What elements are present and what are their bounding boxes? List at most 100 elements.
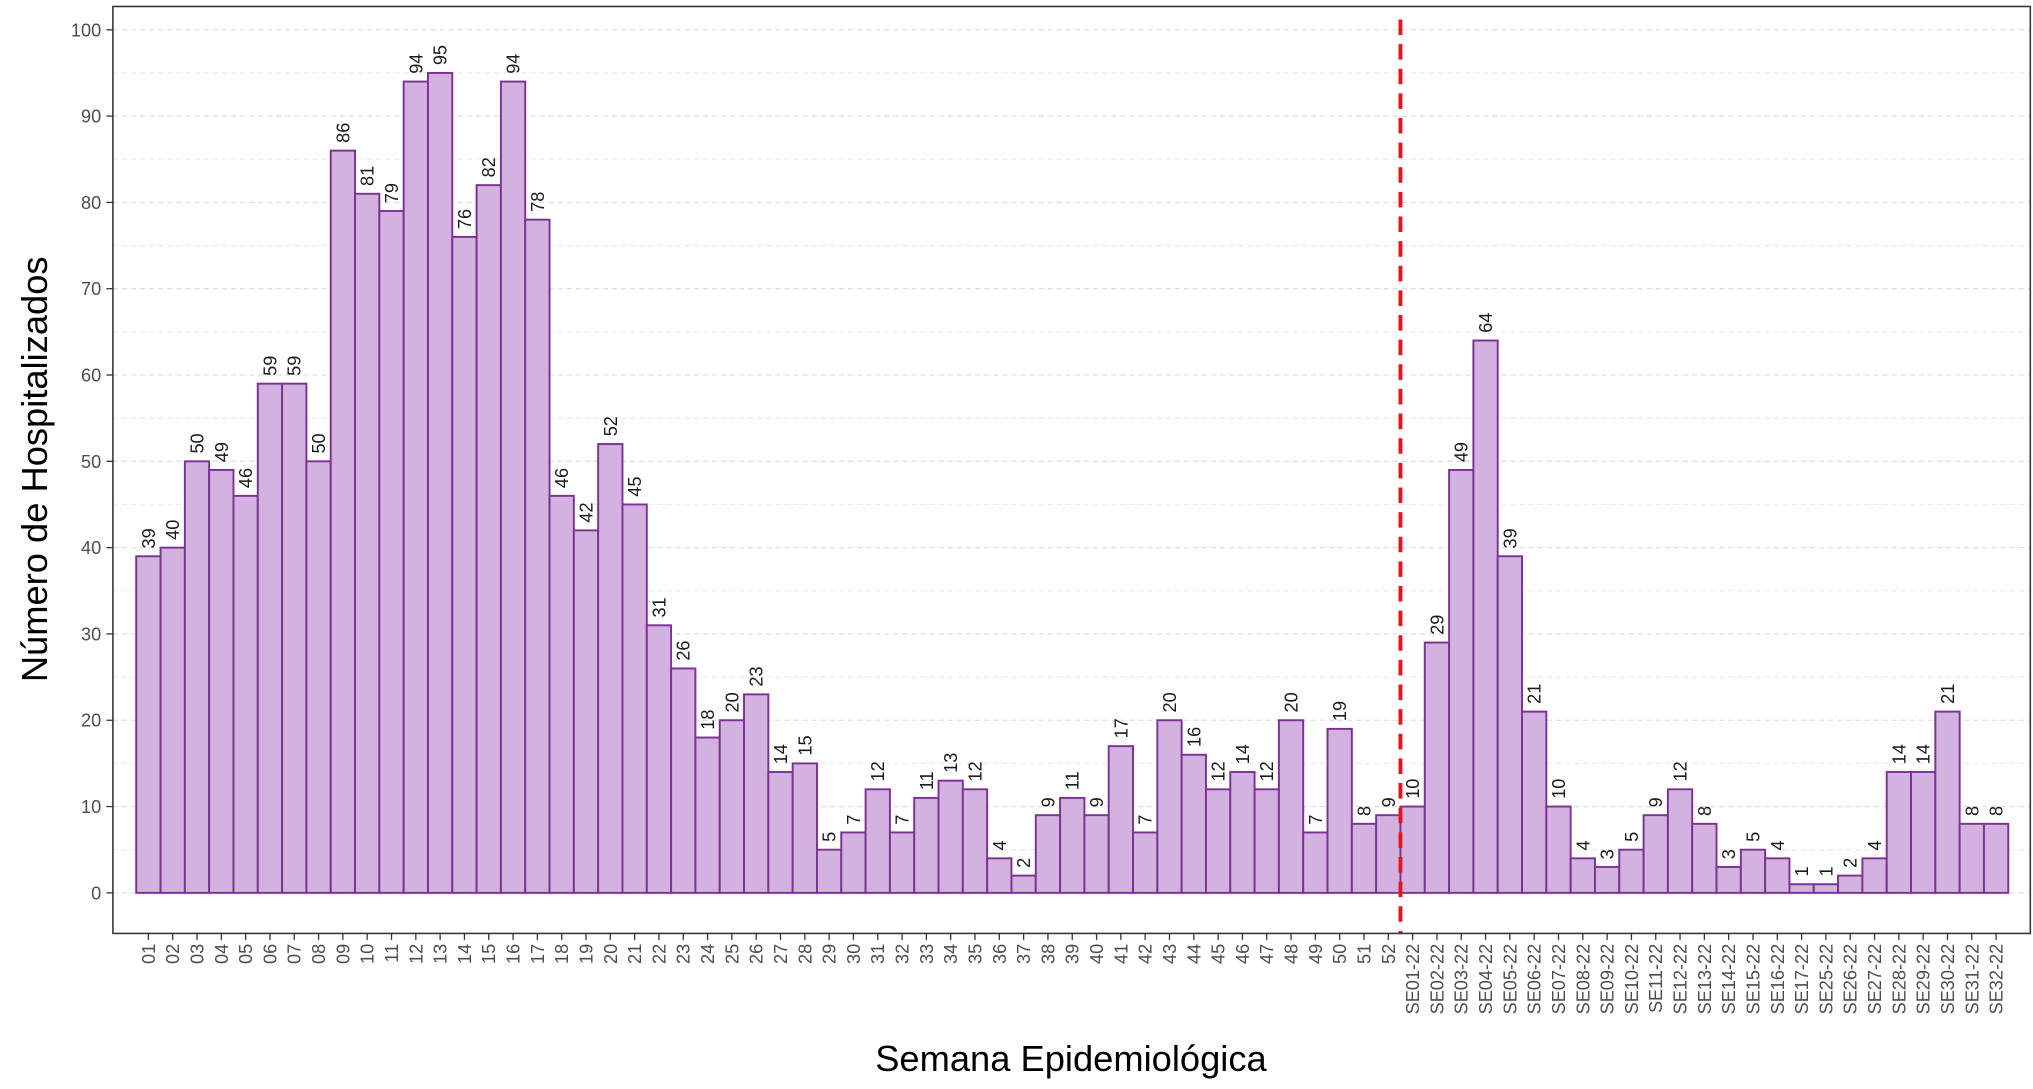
x-tick-label: 49 — [1306, 944, 1326, 964]
bar — [1277, 719, 1305, 894]
y-tick-label: 90 — [81, 107, 101, 127]
value-label: 14 — [1914, 744, 1934, 764]
value-label: 7 — [844, 815, 864, 825]
bar — [1423, 641, 1451, 894]
x-tick-label: SE27-22 — [1865, 944, 1885, 1015]
bar — [1521, 710, 1548, 894]
value-label: 4 — [990, 840, 1010, 850]
bar — [1569, 857, 1596, 894]
value-label: 42 — [576, 502, 596, 522]
value-label: 14 — [771, 744, 791, 764]
x-tick-label: SE25-22 — [1816, 944, 1836, 1015]
value-label: 3 — [1598, 849, 1618, 859]
value-label: 10 — [1403, 779, 1423, 799]
bar — [232, 494, 259, 894]
bar — [378, 210, 405, 894]
bar — [1253, 788, 1280, 894]
value-label: 9 — [1379, 797, 1399, 807]
x-tick-label: SE04-22 — [1476, 944, 1496, 1015]
value-label: 39 — [1500, 528, 1520, 548]
x-tick-label: 30 — [844, 944, 864, 964]
x-tick-label: SE12-22 — [1671, 944, 1691, 1015]
x-tick-label: SE06-22 — [1525, 944, 1545, 1015]
x-tick-label: 51 — [1354, 944, 1374, 964]
bar — [281, 382, 308, 894]
value-label: 10 — [1549, 779, 1569, 799]
value-label: 59 — [285, 356, 305, 376]
y-tick-label: 100 — [71, 20, 101, 40]
value-label: 79 — [382, 183, 402, 203]
y-tick-label: 80 — [81, 193, 101, 213]
value-label: 5 — [820, 832, 840, 842]
value-label: 82 — [479, 157, 499, 177]
y-tick-label: 10 — [81, 797, 101, 817]
value-label: 5 — [1622, 832, 1642, 842]
x-tick-label: SE17-22 — [1792, 944, 1812, 1015]
bar — [572, 529, 600, 894]
bar — [1204, 788, 1232, 894]
value-label: 49 — [212, 442, 232, 462]
bar — [183, 460, 211, 894]
x-tick-label: 33 — [917, 944, 937, 964]
value-label: 46 — [236, 468, 256, 488]
bar — [1691, 822, 1718, 894]
x-tick-label: SE32-22 — [1987, 944, 2007, 1015]
x-tick-label: SE02-22 — [1427, 944, 1447, 1015]
bar — [694, 736, 721, 894]
value-label: 1 — [1792, 866, 1812, 876]
value-label: 20 — [1282, 692, 1302, 712]
value-label: 11 — [1063, 771, 1083, 790]
value-label: 12 — [1209, 761, 1229, 781]
x-tick-label: 19 — [576, 944, 596, 964]
value-label: 7 — [1306, 815, 1326, 825]
x-tick-label: 21 — [625, 944, 645, 964]
bar — [1083, 814, 1110, 894]
bar — [1982, 822, 2010, 894]
bar — [913, 796, 940, 894]
x-tick-label: SE08-22 — [1573, 944, 1593, 1015]
value-label: 76 — [455, 209, 475, 229]
x-tick-label: SE01-22 — [1403, 944, 1423, 1015]
x-tick-label: 10 — [358, 944, 378, 964]
value-label: 23 — [747, 666, 767, 686]
bar — [1059, 796, 1086, 894]
x-tick-label: SE13-22 — [1695, 944, 1715, 1015]
bar — [645, 624, 673, 894]
bar — [499, 80, 527, 894]
bar — [1107, 745, 1134, 894]
x-tick-label: 25 — [722, 944, 742, 964]
x-tick-label: SE03-22 — [1452, 944, 1472, 1015]
x-tick-label: SE28-22 — [1889, 944, 1909, 1015]
bar — [451, 235, 478, 894]
x-tick-label: 07 — [285, 944, 305, 964]
x-tick-label: 23 — [674, 944, 694, 964]
value-label: 17 — [1111, 718, 1131, 738]
x-tick-label: 05 — [236, 944, 256, 964]
value-label: 7 — [1136, 815, 1156, 825]
value-label: 20 — [722, 692, 742, 712]
value-label: 4 — [1768, 840, 1788, 850]
x-tick-label: 26 — [747, 944, 767, 964]
y-tick-label: 70 — [81, 279, 101, 299]
bar — [1132, 831, 1159, 894]
bar — [475, 184, 502, 894]
bar — [1910, 771, 1937, 894]
bar — [426, 71, 454, 894]
bar — [670, 667, 697, 894]
bar — [937, 779, 964, 894]
bar — [548, 494, 575, 894]
value-label: 9 — [1038, 797, 1058, 807]
x-tick-label: 45 — [1209, 944, 1229, 964]
value-label: 50 — [309, 433, 329, 453]
y-tick-label: 30 — [81, 624, 101, 644]
value-label: 16 — [1184, 727, 1204, 747]
x-tick-label: 17 — [528, 944, 548, 964]
bar — [1302, 831, 1329, 894]
x-tick-label: 20 — [601, 944, 621, 964]
value-label: 18 — [698, 710, 718, 730]
bar — [354, 192, 381, 894]
x-tick-label: SE29-22 — [1914, 944, 1934, 1015]
x-tick-label: 01 — [139, 944, 159, 964]
